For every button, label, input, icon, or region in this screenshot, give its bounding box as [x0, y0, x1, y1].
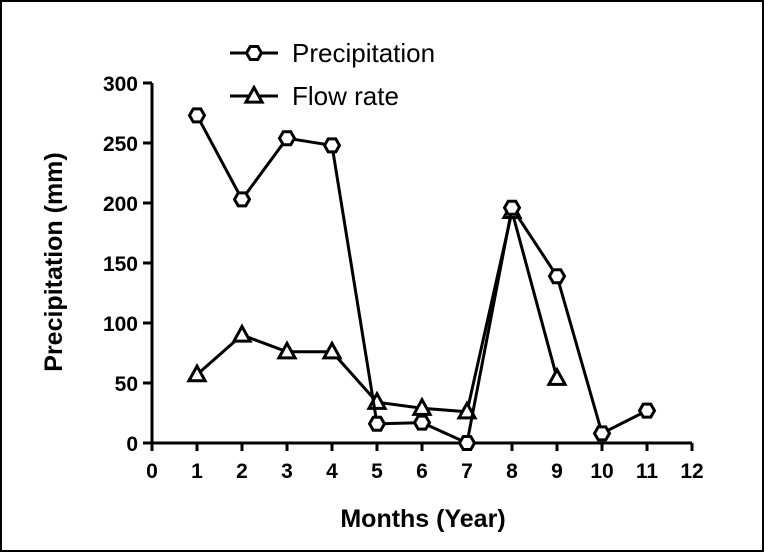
triangle-marker: [321, 340, 343, 360]
legend-label: Precipitation: [292, 38, 435, 68]
series-precipitation: [187, 107, 657, 451]
x-tick-label: 4: [326, 460, 338, 483]
x-tick-label: 9: [551, 460, 563, 483]
triangle-marker: [276, 340, 298, 360]
legend-item: Flow rate: [230, 81, 399, 111]
legend-hexagon-icon: [244, 45, 264, 61]
hexagon-marker: [637, 402, 657, 419]
y-tick-label: 150: [103, 253, 138, 276]
x-tick-label: 2: [236, 460, 248, 483]
hexagon-marker: [592, 425, 612, 442]
triangle-marker: [411, 396, 433, 416]
legend-item: Precipitation: [230, 38, 435, 68]
x-tick-label: 0: [146, 460, 158, 483]
hexagon-marker: [277, 130, 297, 147]
hexagon-marker: [367, 415, 387, 432]
triangle-marker: [186, 362, 208, 383]
x-tick-label: 5: [371, 460, 383, 483]
x-axis-ticks: 0 1 2 3 4 5 6 7 8 9 10 11 12: [146, 443, 704, 483]
x-tick-label: 12: [680, 460, 703, 483]
hexagon-marker: [547, 268, 567, 285]
hexagon-marker: [187, 107, 207, 124]
triangle-marker: [231, 323, 253, 343]
hexagon-marker: [232, 191, 252, 208]
x-tick-label: 6: [416, 460, 428, 483]
triangle-marker: [546, 366, 568, 386]
y-tick-label: 50: [115, 373, 138, 396]
legend: Precipitation Flow rate: [230, 38, 435, 111]
x-tick-label: 8: [506, 460, 518, 483]
y-tick-label: 250: [103, 133, 138, 156]
x-axis-title: Months (Year): [340, 505, 505, 533]
y-tick-label: 200: [103, 193, 138, 216]
hexagon-marker: [322, 137, 342, 154]
y-axis-ticks: 0 50 100 150 200 250 300: [103, 73, 152, 456]
x-tick-label: 7: [461, 460, 473, 483]
x-tick-label: 11: [636, 460, 659, 483]
y-axis-title: Precipitation (mm): [40, 152, 68, 371]
y-tick-label: 0: [126, 433, 138, 456]
y-tick-label: 300: [103, 73, 138, 96]
legend-triangle-icon: [243, 84, 265, 104]
hexagon-marker: [457, 435, 477, 451]
x-tick-label: 3: [281, 460, 293, 483]
x-tick-label: 1: [191, 460, 203, 483]
x-tick-label: 10: [590, 460, 613, 483]
hexagon-marker: [502, 199, 522, 216]
y-tick-label: 100: [103, 313, 138, 336]
series-layer: [186, 107, 657, 451]
hexagon-marker: [412, 414, 432, 431]
legend-label: Flow rate: [292, 81, 399, 111]
